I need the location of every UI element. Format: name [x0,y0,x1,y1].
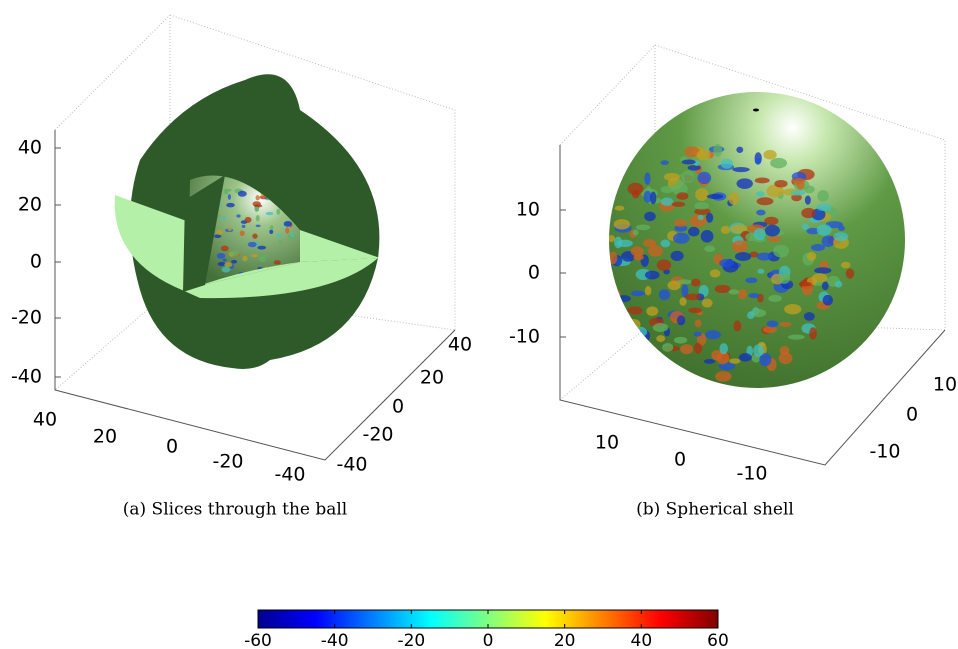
x-tick-label: -40 [274,464,305,486]
slices-object [114,74,380,370]
z-tick-label: 40 [18,137,42,159]
x-tick-label: 40 [33,409,57,431]
x-tick-label: 10 [595,432,619,454]
colorbar-tick-label: -60 [244,631,272,649]
y-tick-label: 0 [906,404,918,426]
y-tick-label: -40 [336,454,367,476]
x-tick-label: 20 [93,426,117,448]
caption: (a) Slices through the ball [123,500,348,520]
y-tick-label: 40 [448,334,472,356]
spherical-shell [609,92,905,388]
x-tick-label: 0 [674,449,686,471]
z-tick-label: -40 [11,366,42,388]
colorbar-tick-label: 0 [483,631,494,649]
colorbar-tick-label: -40 [321,631,349,649]
x-tick-label: 0 [166,436,178,458]
x-tick-label: -10 [736,463,767,485]
colorbar-tick-label: -20 [397,631,425,649]
y-tick-label: 0 [392,396,404,418]
y-tick-label: -20 [362,424,393,446]
x-tick-label: -20 [212,451,243,473]
y-tick-label: 20 [420,367,444,389]
y-tick-label: -10 [869,441,900,463]
y-tick-label: 10 [933,374,957,396]
panel-a-box [54,14,456,461]
colorbar-tick-label: 40 [631,631,653,649]
z-tick-label: 10 [516,199,540,221]
colorbar-tick-label: 20 [554,631,576,649]
z-tick-label: 0 [30,251,42,273]
z-tick-label: -20 [11,307,42,329]
z-tick-label: -10 [509,326,540,348]
z-tick-label: 0 [528,262,540,284]
z-tick-label: 20 [18,194,42,216]
caption: (b) Spherical shell [636,500,794,520]
colorbar-tick-label: 60 [707,631,729,649]
